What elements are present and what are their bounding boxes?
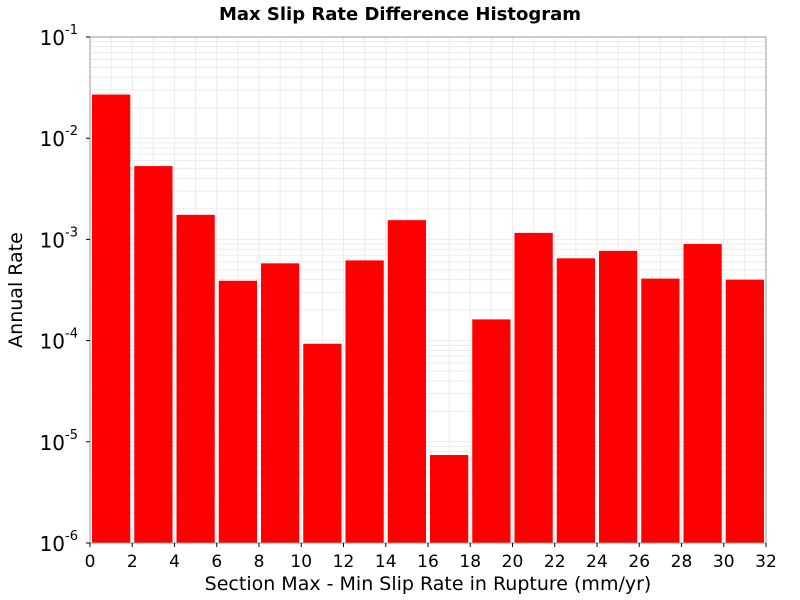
- y-tick-exponent: -5: [65, 428, 78, 443]
- histogram-bar: [430, 455, 469, 543]
- x-tick-label: 30: [713, 552, 735, 572]
- histogram-bar: [134, 166, 173, 544]
- histogram-bar: [387, 220, 426, 543]
- y-tick-base: 10: [40, 26, 65, 50]
- y-tick-base: 10: [40, 228, 65, 252]
- y-tick-label: 10-6: [40, 529, 78, 556]
- histogram-bar: [303, 343, 342, 543]
- histogram-bar: [92, 94, 131, 543]
- y-tick-label: 10-3: [40, 225, 78, 252]
- y-axis-label: Annual Rate: [5, 232, 27, 348]
- x-tick-label: 28: [671, 552, 693, 572]
- x-tick-label: 22: [544, 552, 566, 572]
- y-tick-base: 10: [40, 127, 65, 151]
- x-axis-ticks: 0 2 4 6 8 10 12 14 16 18 20 22 24 26 28 30 32: [85, 543, 777, 572]
- histogram-bar: [556, 258, 595, 543]
- y-tick-base: 10: [40, 431, 65, 455]
- y-tick-base: 10: [40, 330, 65, 354]
- y-tick-label: 10-1: [40, 23, 78, 50]
- y-tick-label: 10-4: [40, 327, 78, 354]
- x-tick-label: 0: [85, 552, 96, 572]
- y-tick-base: 10: [40, 532, 65, 556]
- histogram-bar: [472, 319, 511, 543]
- x-tick-label: 12: [333, 552, 355, 572]
- y-axis-ticks: 10-110-210-310-410-510-6: [40, 23, 90, 556]
- histogram-bar: [725, 279, 764, 543]
- y-tick-label: 10-2: [40, 124, 78, 151]
- y-tick-exponent: -6: [65, 529, 78, 544]
- histogram-bar: [176, 214, 215, 543]
- x-axis-label: Section Max - Min Slip Rate in Rupture (…: [205, 573, 652, 595]
- x-tick-label: 18: [459, 552, 481, 572]
- histogram-bar: [261, 263, 300, 543]
- histogram-bar: [599, 250, 638, 543]
- chart-title: Max Slip Rate Difference Histogram: [219, 4, 581, 25]
- x-tick-label: 26: [628, 552, 650, 572]
- x-tick-label: 14: [375, 552, 397, 572]
- y-tick-label: 10-5: [40, 428, 78, 455]
- y-tick-exponent: -4: [65, 327, 78, 342]
- x-tick-label: 6: [211, 552, 222, 572]
- x-tick-label: 10: [290, 552, 312, 572]
- x-tick-label: 24: [586, 552, 608, 572]
- histogram-bar: [514, 232, 553, 544]
- histogram-bar: [683, 244, 722, 544]
- histogram-bar: [345, 260, 384, 543]
- x-tick-label: 20: [502, 552, 524, 572]
- x-tick-label: 16: [417, 552, 439, 572]
- x-tick-label: 8: [254, 552, 265, 572]
- y-tick-exponent: -3: [65, 225, 78, 240]
- y-tick-exponent: -1: [65, 23, 78, 38]
- y-tick-exponent: -2: [65, 124, 78, 139]
- histogram-bar: [641, 278, 680, 543]
- x-tick-label: 2: [127, 552, 138, 572]
- x-tick-label: 32: [755, 552, 777, 572]
- x-tick-label: 4: [169, 552, 180, 572]
- histogram-bar: [218, 280, 257, 543]
- bars-group: [92, 94, 764, 544]
